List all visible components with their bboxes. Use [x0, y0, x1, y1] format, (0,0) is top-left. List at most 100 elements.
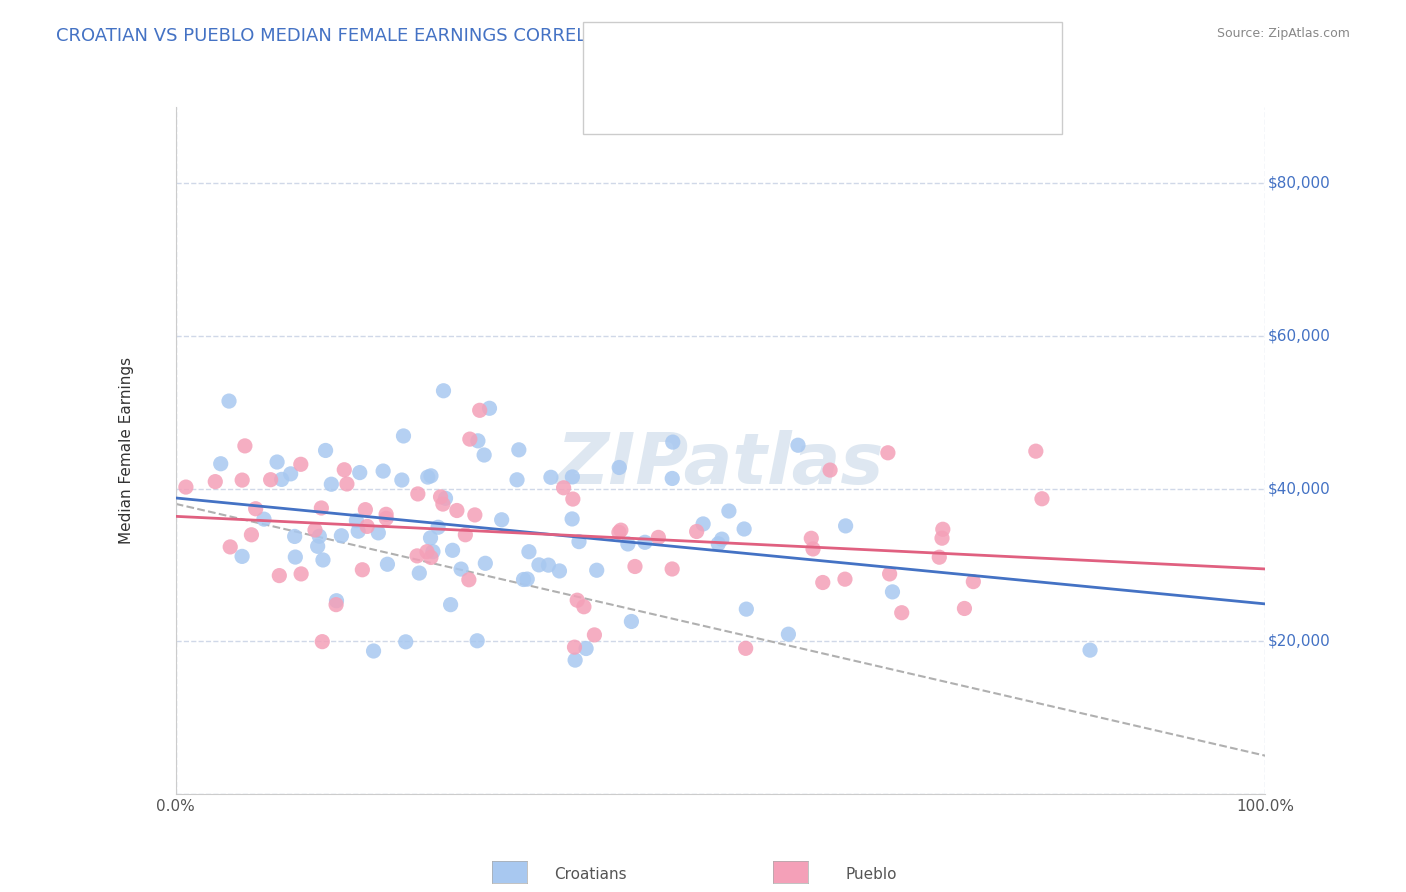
- Point: [375, 511, 398, 525]
- Point: [620, 615, 643, 629]
- Point: [548, 564, 571, 578]
- Point: [333, 463, 356, 477]
- Point: [932, 522, 955, 536]
- Point: [450, 562, 472, 576]
- Point: [707, 537, 730, 551]
- Point: [233, 439, 256, 453]
- Point: [564, 653, 586, 667]
- Point: [406, 487, 429, 501]
- Point: [1078, 643, 1101, 657]
- Point: [218, 394, 240, 409]
- Point: [204, 475, 226, 489]
- Point: [416, 470, 439, 484]
- Text: N =: N =: [773, 69, 817, 83]
- Point: [219, 540, 242, 554]
- Point: [375, 508, 398, 522]
- Text: $40,000: $40,000: [1268, 481, 1330, 496]
- Point: [434, 491, 457, 506]
- Point: [284, 550, 307, 565]
- Text: $80,000: $80,000: [1268, 176, 1330, 191]
- Text: ZIPatlas: ZIPatlas: [557, 430, 884, 499]
- Point: [834, 519, 856, 533]
- Point: [778, 627, 800, 641]
- Text: Median Female Earnings: Median Female Earnings: [120, 357, 134, 544]
- Point: [325, 598, 347, 612]
- Point: [685, 524, 707, 539]
- Point: [882, 585, 904, 599]
- Point: [561, 491, 583, 506]
- Point: [508, 442, 530, 457]
- Point: [336, 477, 359, 491]
- Point: [439, 598, 461, 612]
- Point: [269, 568, 291, 582]
- Point: [356, 519, 378, 533]
- Point: [304, 523, 326, 537]
- Point: [432, 384, 454, 398]
- Point: [465, 633, 488, 648]
- Point: [377, 558, 399, 572]
- Point: [464, 508, 486, 522]
- Point: [735, 602, 758, 616]
- Point: [661, 471, 683, 485]
- Point: [308, 529, 330, 543]
- Point: [512, 573, 534, 587]
- Point: [280, 467, 302, 481]
- Point: [253, 512, 276, 526]
- Point: [931, 531, 953, 545]
- Point: [517, 545, 540, 559]
- Point: [607, 525, 630, 540]
- Point: [349, 466, 371, 480]
- Point: [800, 531, 823, 545]
- Point: [352, 563, 374, 577]
- Point: [330, 529, 353, 543]
- Point: [467, 434, 489, 448]
- Point: [516, 572, 538, 586]
- Point: [1031, 491, 1053, 506]
- Text: N =: N =: [773, 103, 817, 117]
- Point: [953, 601, 976, 615]
- Point: [1025, 444, 1047, 458]
- Point: [468, 403, 491, 417]
- Text: CROATIAN VS PUEBLO MEDIAN FEMALE EARNINGS CORRELATION CHART: CROATIAN VS PUEBLO MEDIAN FEMALE EARNING…: [56, 27, 709, 45]
- Point: [710, 532, 733, 546]
- Point: [610, 523, 633, 537]
- Point: [634, 535, 657, 549]
- Point: [647, 530, 669, 544]
- Point: [454, 528, 477, 542]
- Text: Pueblo: Pueblo: [846, 867, 897, 881]
- Point: [537, 558, 560, 573]
- Point: [787, 438, 810, 452]
- Point: [321, 477, 343, 491]
- Point: [427, 520, 450, 534]
- Point: [240, 528, 263, 542]
- Point: [209, 457, 232, 471]
- Point: [801, 541, 824, 556]
- Point: [363, 644, 385, 658]
- Text: Source: ZipAtlas.com: Source: ZipAtlas.com: [1216, 27, 1350, 40]
- Point: [420, 468, 443, 483]
- Point: [506, 473, 529, 487]
- Point: [585, 563, 607, 577]
- Text: 62: 62: [823, 103, 844, 117]
- Point: [834, 572, 856, 586]
- Point: [392, 429, 415, 443]
- Point: [564, 640, 586, 655]
- Text: $60,000: $60,000: [1268, 328, 1330, 343]
- Text: Croatians: Croatians: [554, 867, 627, 881]
- Point: [419, 550, 441, 565]
- Point: [583, 628, 606, 642]
- Point: [474, 557, 496, 571]
- Point: [231, 473, 253, 487]
- Point: [371, 464, 394, 478]
- Point: [561, 470, 583, 484]
- Point: [259, 473, 281, 487]
- Point: [733, 522, 755, 536]
- Point: [607, 460, 630, 475]
- Point: [890, 606, 912, 620]
- Point: [245, 501, 267, 516]
- Point: [491, 513, 513, 527]
- Point: [266, 455, 288, 469]
- Point: [174, 480, 197, 494]
- Point: [354, 502, 377, 516]
- Text: -0.258: -0.258: [682, 103, 737, 117]
